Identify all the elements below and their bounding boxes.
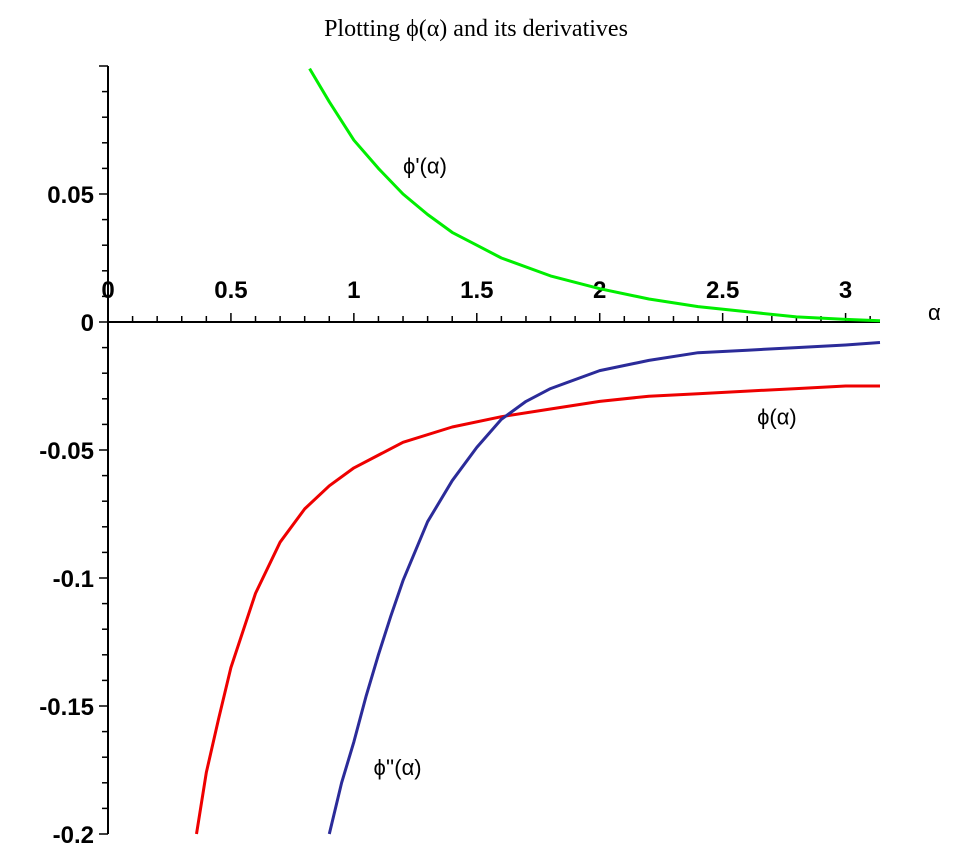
series-annotation-0: ϕ'(α) [403, 154, 447, 179]
series-line-0 [308, 67, 881, 323]
y-tick-label: -0.1 [53, 566, 94, 593]
x-tick-label: 1 [347, 277, 360, 304]
chart-title: Plotting ϕ(α) and its derivatives [324, 16, 628, 42]
y-tick-label: -0.05 [39, 438, 94, 465]
x-tick-label: 2.5 [706, 277, 739, 304]
x-tick-label: 3 [839, 277, 852, 304]
series-layer [195, 67, 881, 835]
y-tick-label: -0.2 [53, 822, 94, 849]
axes: 0 0.5 1 1.5 2 2.5 3 0.05 0 -0.05 -0.1 -0.15 -0.2 [39, 65, 880, 849]
y-tick-label: -0.15 [39, 694, 94, 721]
y-tick-label: 0.05 [47, 182, 94, 209]
labels-layer: ϕ'(α) ϕ(α) ϕ''(α) [374, 154, 797, 781]
x-tick-label: 0.5 [214, 277, 247, 304]
series-line-1 [195, 384, 880, 835]
series-annotation-1: ϕ(α) [757, 404, 797, 429]
x-tick-label: 2 [593, 277, 606, 304]
y-tick-label: 0 [81, 310, 94, 337]
x-axis-label: α [928, 300, 941, 325]
x-tick-label: 0 [101, 277, 114, 304]
series-line-2 [327, 341, 881, 835]
series-annotation-2: ϕ''(α) [374, 755, 422, 780]
x-tick-label: 1.5 [460, 277, 493, 304]
